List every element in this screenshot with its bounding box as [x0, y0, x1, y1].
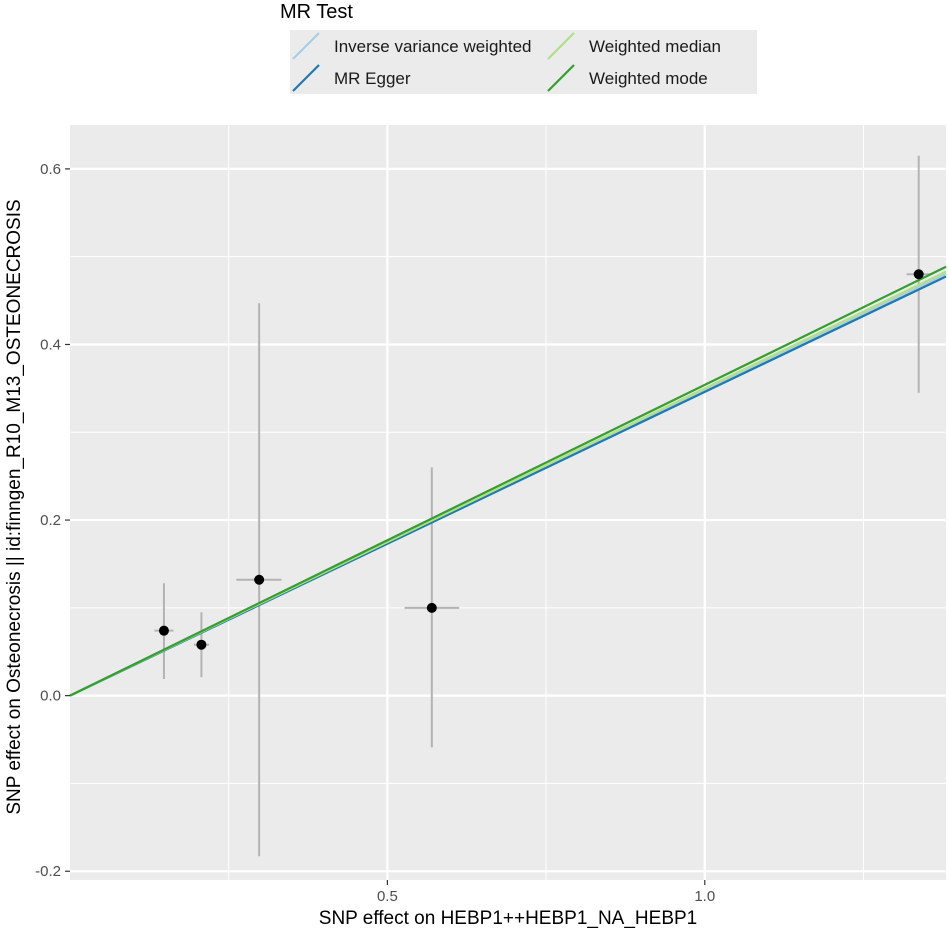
legend-label: MR Egger — [334, 69, 411, 88]
legend-label: Weighted mode — [589, 69, 708, 88]
data-point — [196, 639, 207, 650]
data-point — [913, 269, 924, 280]
data-point — [426, 602, 437, 613]
y-tick-label: 0.2 — [40, 512, 61, 529]
legend-title: MR Test — [280, 1, 353, 23]
data-point — [254, 574, 265, 585]
y-tick-label: 0.6 — [40, 161, 61, 178]
fit-line-weighted-mode — [69, 265, 947, 697]
legend-swatch — [547, 32, 575, 60]
legend-key-background — [290, 30, 578, 62]
legend-swatch — [292, 64, 320, 92]
legend-key-background — [290, 62, 578, 94]
legend-key-background — [545, 62, 757, 94]
y-axis-title: SNP effect on Osteonecrosis || id:finnge… — [4, 199, 25, 814]
x-tick-label: 1.0 — [694, 888, 715, 905]
y-tick-label: 0.0 — [40, 688, 61, 705]
legend: MR Test Inverse variance weighted MR Egge… — [280, 1, 757, 94]
legend-label: Weighted median — [589, 37, 721, 56]
plot-panel — [70, 125, 946, 880]
data-point — [158, 625, 169, 636]
legend-swatch — [292, 32, 320, 60]
x-tick-label: 0.5 — [377, 888, 398, 905]
y-tick-label: 0.4 — [40, 336, 61, 353]
legend-key-background — [545, 30, 757, 62]
x-axis-title: SNP effect on HEBP1++HEBP1_NA_HEBP1 — [319, 908, 697, 929]
y-tick-label: -0.2 — [35, 863, 61, 880]
legend-swatch — [547, 64, 575, 92]
legend-label: Inverse variance weighted — [334, 37, 532, 56]
